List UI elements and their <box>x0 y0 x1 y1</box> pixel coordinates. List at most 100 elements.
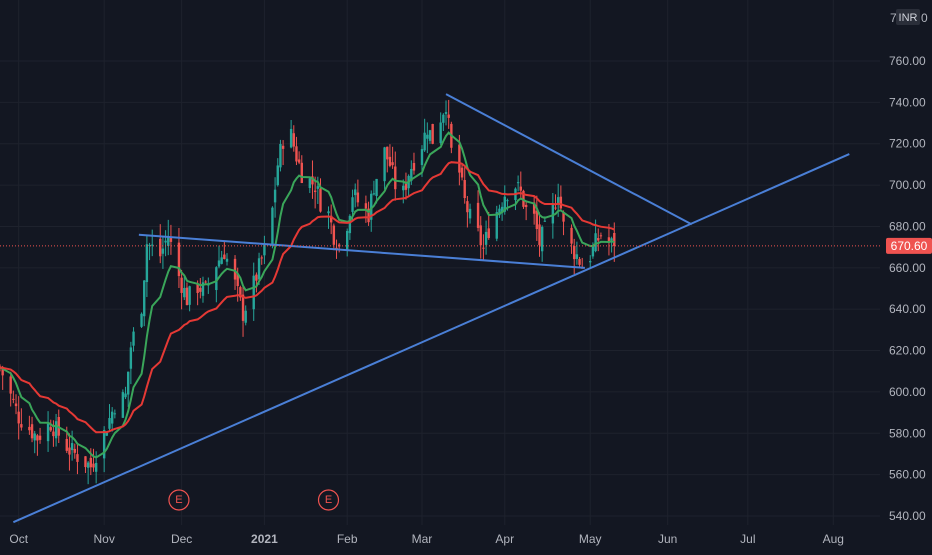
candle[interactable] <box>394 151 397 201</box>
candle[interactable] <box>225 253 229 266</box>
candle[interactable] <box>367 201 370 226</box>
candle[interactable] <box>444 100 448 126</box>
candle[interactable] <box>239 285 242 301</box>
candle[interactable] <box>86 461 90 485</box>
earnings-marker[interactable]: E <box>168 489 190 511</box>
candle[interactable] <box>375 178 378 204</box>
candle[interactable] <box>183 276 186 301</box>
candle[interactable] <box>151 229 154 257</box>
candle[interactable] <box>110 407 114 432</box>
candle[interactable] <box>252 262 255 321</box>
candle[interactable] <box>468 203 472 224</box>
candle[interactable] <box>460 163 464 181</box>
candle[interactable] <box>140 312 143 328</box>
candle[interactable] <box>14 394 18 415</box>
candle[interactable] <box>386 146 389 173</box>
candle[interactable] <box>370 190 373 232</box>
candle[interactable] <box>164 230 167 257</box>
candle[interactable] <box>260 255 263 265</box>
trendline-rising-support[interactable] <box>12 153 850 524</box>
candle[interactable] <box>439 112 442 145</box>
candle[interactable] <box>33 430 36 454</box>
candle[interactable] <box>540 225 544 262</box>
candle[interactable] <box>289 120 293 149</box>
candle[interactable] <box>199 277 202 299</box>
candle[interactable] <box>570 224 573 254</box>
candle[interactable] <box>273 177 277 218</box>
price-axis[interactable]: 540.00 560.00 580.00 600.00 620.00 640.00 660.… <box>889 54 926 523</box>
candle[interactable] <box>327 206 330 229</box>
candle[interactable] <box>410 160 413 185</box>
candle[interactable] <box>295 136 298 166</box>
candle[interactable] <box>428 129 432 144</box>
candle[interactable] <box>516 175 520 192</box>
candle[interactable] <box>143 280 146 327</box>
candle[interactable] <box>129 341 133 385</box>
candle[interactable] <box>201 276 205 303</box>
candle[interactable] <box>610 236 613 253</box>
candle[interactable] <box>391 146 394 169</box>
candle[interactable] <box>487 211 490 240</box>
candle[interactable] <box>185 282 189 306</box>
candle[interactable] <box>535 195 539 241</box>
candle[interactable] <box>145 235 149 298</box>
candle[interactable] <box>52 420 55 447</box>
candle[interactable] <box>70 430 74 461</box>
candle[interactable] <box>217 245 221 269</box>
time-axis[interactable]: Oct Nov Dec 2021 Feb Mar Apr May Jun Jul Aug <box>9 532 844 546</box>
trendline-descending-resistance[interactable] <box>445 93 693 226</box>
candle[interactable] <box>108 404 111 432</box>
candle[interactable] <box>20 408 23 431</box>
candle[interactable] <box>126 371 130 408</box>
candle[interactable] <box>36 434 39 456</box>
candle[interactable] <box>159 224 162 264</box>
candle[interactable] <box>329 204 333 235</box>
candle[interactable] <box>68 433 71 471</box>
candle[interactable] <box>297 151 301 165</box>
candle[interactable] <box>319 178 322 213</box>
candle[interactable] <box>292 125 295 152</box>
candle[interactable] <box>233 255 237 290</box>
candle[interactable] <box>559 185 563 211</box>
candle[interactable] <box>578 257 581 268</box>
candle[interactable] <box>300 155 303 184</box>
candle[interactable] <box>17 396 20 440</box>
candle[interactable] <box>383 146 386 190</box>
currency-label[interactable]: INR <box>899 12 918 24</box>
candle[interactable] <box>54 413 58 447</box>
candle[interactable] <box>388 144 392 168</box>
candle[interactable] <box>49 419 52 432</box>
candle[interactable] <box>76 442 79 475</box>
candle[interactable] <box>241 284 245 337</box>
candle[interactable] <box>255 272 258 293</box>
candle[interactable] <box>423 118 426 152</box>
earnings-marker[interactable]: E <box>317 489 340 511</box>
trendline-neckline[interactable] <box>138 233 585 269</box>
candle[interactable] <box>124 386 127 400</box>
candle[interactable] <box>447 99 450 129</box>
candle[interactable] <box>412 152 416 175</box>
candle[interactable] <box>276 158 279 187</box>
candle[interactable] <box>484 220 488 255</box>
candle[interactable] <box>476 190 480 232</box>
candle[interactable] <box>220 250 223 265</box>
candle[interactable] <box>495 205 498 242</box>
candle[interactable] <box>346 228 349 257</box>
candle[interactable] <box>442 113 445 132</box>
trendlines[interactable] <box>12 93 850 524</box>
candle[interactable] <box>599 232 603 240</box>
candle[interactable] <box>169 224 173 255</box>
candle[interactable] <box>573 238 576 275</box>
candle[interactable] <box>538 212 541 257</box>
candle[interactable] <box>113 409 117 419</box>
candle[interactable] <box>308 177 312 194</box>
candle[interactable] <box>28 415 31 435</box>
candle[interactable] <box>524 201 528 221</box>
candle[interactable] <box>482 234 485 261</box>
candle[interactable] <box>38 427 42 444</box>
candle[interactable] <box>431 123 434 145</box>
candle[interactable] <box>279 139 282 172</box>
candle[interactable] <box>519 171 522 200</box>
